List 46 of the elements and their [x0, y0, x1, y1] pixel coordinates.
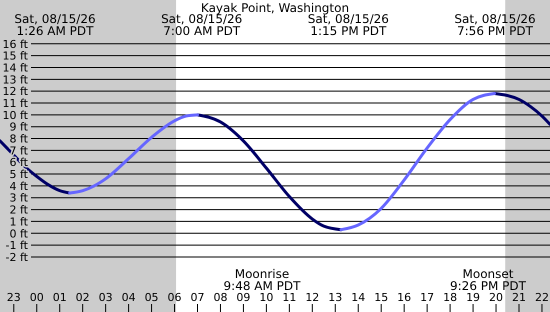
y-tick-label: 11 ft: [2, 97, 29, 110]
x-tick-label: 08: [213, 291, 228, 304]
x-tick-label: 15: [374, 291, 388, 304]
x-tick-label: 23: [6, 291, 21, 304]
x-tick-label: 13: [328, 291, 342, 304]
x-tick-label: 18: [443, 291, 458, 304]
x-tick-label: 04: [122, 291, 136, 304]
annotation: Moonset 9:26 PM PDT: [450, 267, 527, 293]
x-tick-label: 12: [305, 291, 320, 304]
y-tick-label: 15 ft: [2, 50, 29, 63]
x-tick-label: 05: [144, 291, 159, 304]
y-tick-label: 12 ft: [2, 85, 29, 98]
x-tick-label: 00: [30, 291, 44, 304]
chart-title: Kayak Point, Washington: [200, 1, 350, 15]
y-tick-label: 9 ft: [10, 120, 29, 134]
annotation: Sat, 08/15/26 7:56 PM PDT: [454, 12, 536, 38]
x-tick-label: 14: [351, 291, 366, 304]
x-tick-label: 01: [52, 291, 67, 304]
x-tick-label: 03: [98, 291, 113, 304]
x-tick-label: 09: [236, 291, 250, 304]
y-tick-label: 0 ft: [10, 227, 29, 240]
y-tick-label: -2 ft: [6, 250, 29, 264]
y-tick-label: 8 ft: [10, 132, 29, 146]
annotation: Moonrise 9:48 AM PDT: [224, 267, 302, 293]
x-tick-label: 22: [534, 291, 549, 304]
annotation: Sat, 08/15/26 1:26 AM PDT: [14, 12, 96, 38]
y-tick-label: 4 ft: [10, 180, 29, 193]
y-tick-label: 2 ft: [10, 204, 29, 217]
y-tick-label: 5 ft: [10, 168, 29, 182]
x-tick-label: 20: [489, 291, 504, 304]
x-tick-label: 16: [397, 291, 412, 304]
y-tick-label: 13 ft: [2, 73, 29, 86]
x-tick-label: 11: [282, 291, 296, 304]
y-tick-label: 10 ft: [2, 108, 29, 122]
x-tick-label: 06: [168, 291, 182, 304]
x-tick-label: 10: [259, 291, 274, 304]
y-tick-label: 16 ft: [2, 38, 29, 51]
y-tick-label: -1 ft: [6, 239, 29, 252]
y-tick-label: 1 ft: [10, 215, 29, 228]
x-tick-label: 21: [512, 291, 526, 304]
y-tick-label: 14 ft: [2, 61, 29, 74]
x-tick-label: 07: [190, 291, 204, 304]
x-tick-label: 19: [466, 291, 480, 304]
y-tick-label: 3 ft: [10, 192, 29, 205]
x-tick-label: 02: [76, 291, 90, 304]
x-tick-label: 17: [420, 291, 434, 304]
